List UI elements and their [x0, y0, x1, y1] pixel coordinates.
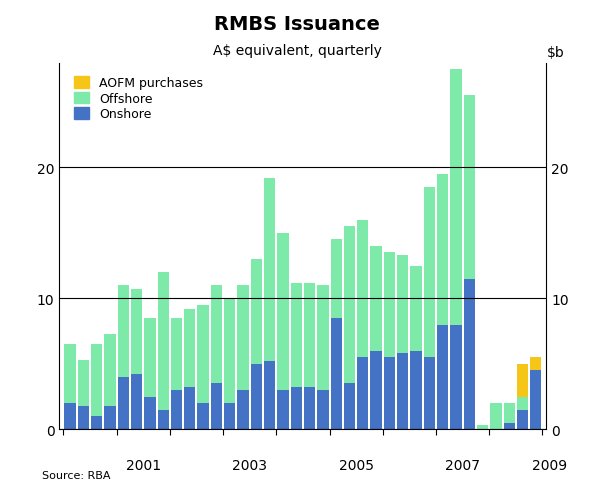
Bar: [371, 351, 382, 429]
Bar: [78, 406, 89, 429]
Bar: [157, 410, 169, 429]
Text: A$ equivalent, quarterly: A$ equivalent, quarterly: [213, 44, 381, 58]
Bar: [184, 309, 195, 387]
Bar: [144, 318, 156, 397]
Bar: [78, 360, 89, 406]
Bar: [530, 358, 542, 370]
Bar: [131, 375, 142, 429]
Bar: [330, 240, 342, 318]
Bar: [290, 283, 302, 387]
Bar: [64, 403, 75, 429]
Bar: [344, 384, 355, 429]
Bar: [317, 390, 328, 429]
Bar: [424, 187, 435, 358]
Bar: [384, 253, 395, 358]
Bar: [477, 426, 488, 429]
Bar: [64, 345, 75, 403]
Bar: [304, 283, 315, 387]
Bar: [504, 403, 515, 423]
Bar: [371, 246, 382, 351]
Bar: [330, 318, 342, 429]
Bar: [105, 406, 116, 429]
Bar: [131, 289, 142, 375]
Bar: [211, 384, 222, 429]
Bar: [277, 390, 289, 429]
Bar: [410, 351, 422, 429]
Bar: [211, 285, 222, 384]
Bar: [517, 397, 528, 410]
Bar: [197, 305, 208, 403]
Bar: [517, 364, 528, 397]
Bar: [251, 364, 262, 429]
Bar: [397, 256, 409, 354]
Bar: [144, 397, 156, 429]
Bar: [437, 175, 448, 325]
Bar: [171, 318, 182, 390]
Bar: [171, 390, 182, 429]
Bar: [118, 285, 129, 377]
Bar: [517, 410, 528, 429]
Text: 2003: 2003: [232, 458, 267, 472]
Text: 2001: 2001: [126, 458, 161, 472]
Bar: [490, 403, 501, 429]
Text: 2009: 2009: [532, 458, 567, 472]
Bar: [464, 96, 475, 279]
Bar: [238, 390, 249, 429]
Bar: [224, 299, 235, 403]
Bar: [317, 285, 328, 390]
Text: Source: RBA: Source: RBA: [42, 470, 110, 480]
Legend: AOFM purchases, Offshore, Onshore: AOFM purchases, Offshore, Onshore: [71, 73, 207, 125]
Bar: [251, 260, 262, 364]
Bar: [290, 387, 302, 429]
Bar: [530, 370, 542, 429]
Bar: [450, 70, 462, 325]
Bar: [197, 403, 208, 429]
Bar: [384, 358, 395, 429]
Bar: [91, 416, 102, 429]
Bar: [91, 345, 102, 416]
Bar: [504, 423, 515, 429]
Bar: [184, 387, 195, 429]
Text: 2007: 2007: [445, 458, 480, 472]
Bar: [464, 279, 475, 429]
Bar: [118, 377, 129, 429]
Text: 2005: 2005: [339, 458, 374, 472]
Bar: [224, 403, 235, 429]
Bar: [344, 227, 355, 384]
Bar: [397, 354, 409, 429]
Bar: [357, 358, 368, 429]
Bar: [304, 387, 315, 429]
Bar: [410, 266, 422, 351]
Text: $b: $b: [546, 46, 564, 60]
Bar: [105, 334, 116, 406]
Text: RMBS Issuance: RMBS Issuance: [214, 15, 380, 34]
Bar: [450, 325, 462, 429]
Bar: [424, 358, 435, 429]
Bar: [157, 273, 169, 410]
Bar: [264, 362, 276, 429]
Bar: [238, 285, 249, 390]
Bar: [357, 220, 368, 358]
Bar: [277, 233, 289, 390]
Bar: [437, 325, 448, 429]
Bar: [264, 179, 276, 362]
